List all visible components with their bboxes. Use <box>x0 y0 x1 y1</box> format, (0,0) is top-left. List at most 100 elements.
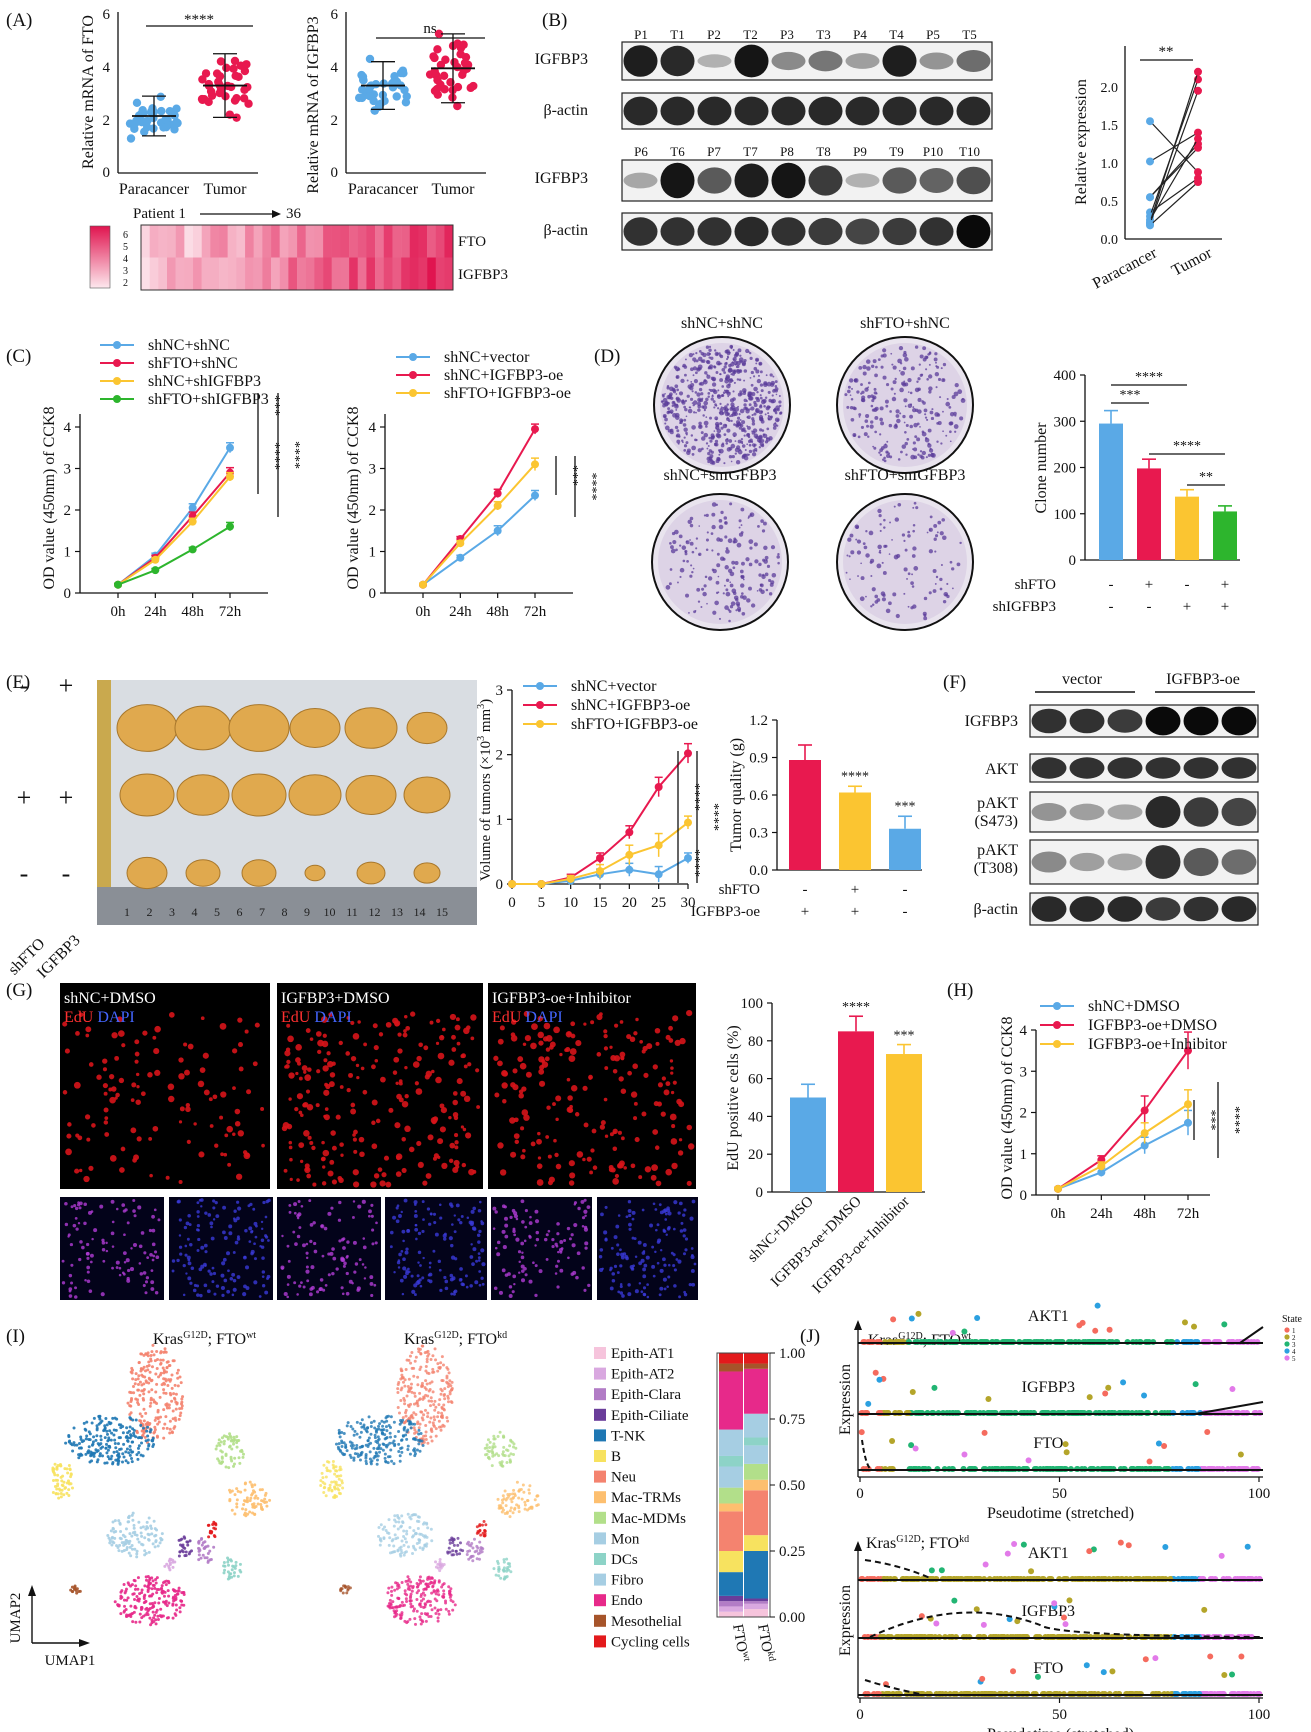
umap-cell <box>143 1536 147 1540</box>
sig-label: **** <box>287 441 302 469</box>
stained-nucleus <box>64 1222 69 1227</box>
umap-cell <box>156 1614 160 1618</box>
plate-inner <box>660 343 784 467</box>
edu-nucleus <box>193 1122 197 1126</box>
stained-nucleus <box>683 1290 687 1294</box>
legend-label: shNC+vector <box>571 678 657 695</box>
edu-nucleus <box>686 1010 693 1017</box>
colony <box>758 573 762 577</box>
stained-nucleus <box>662 1228 666 1232</box>
umap-cell <box>149 1428 153 1432</box>
colony <box>919 425 921 428</box>
umap-cell <box>401 1416 405 1420</box>
edu-nucleus <box>320 1016 328 1023</box>
series-line <box>422 494 536 586</box>
heatmap-cell <box>435 257 445 290</box>
edu-nucleus <box>566 1077 571 1082</box>
umap-cell <box>132 1434 136 1438</box>
stained-nucleus <box>296 1293 299 1296</box>
edu-nucleus <box>555 1095 562 1102</box>
umap-cell <box>77 1453 81 1457</box>
colony <box>711 376 717 382</box>
stained-nucleus <box>345 1256 349 1259</box>
sig-label: **** <box>1135 370 1163 385</box>
colony <box>710 397 714 401</box>
sign: - <box>903 882 908 898</box>
stained-nucleus <box>83 1221 87 1226</box>
colony <box>725 349 730 354</box>
fto-ytick: 6 <box>103 7 111 23</box>
colony <box>904 405 907 408</box>
edu-nucleus <box>412 1061 420 1068</box>
colony <box>739 569 744 574</box>
stained-nucleus <box>305 1242 309 1246</box>
edu-nucleus <box>358 1136 365 1143</box>
colony <box>734 363 737 366</box>
edu-nucleus <box>437 1052 445 1060</box>
colony <box>695 537 699 540</box>
umap-cell <box>167 1406 171 1410</box>
y-tick-label: 100 <box>1054 507 1077 523</box>
paired-ytick: 1.5 <box>1101 119 1119 134</box>
heatmap-cell <box>401 257 410 290</box>
umap-cell <box>144 1411 148 1415</box>
stained-nucleus <box>342 1246 346 1250</box>
colony <box>959 416 964 421</box>
stained-nucleus <box>327 1211 332 1216</box>
umap-cell <box>397 1450 401 1454</box>
edu-nucleus <box>654 1027 661 1034</box>
edu-nucleus <box>130 1127 137 1134</box>
umap-cell <box>92 1435 96 1439</box>
colony <box>870 558 875 563</box>
heatmap-cell <box>314 225 324 258</box>
edu-nucleus <box>654 1145 660 1150</box>
stained-nucleus <box>345 1291 350 1296</box>
umap-cell <box>175 1401 179 1405</box>
ruler-number: 3 <box>169 905 175 919</box>
colony <box>856 550 862 555</box>
sig-label: **** <box>267 442 282 470</box>
umap-cell <box>56 1473 60 1477</box>
colony <box>755 449 758 452</box>
heatmap-cell <box>323 257 332 290</box>
colony <box>720 556 725 561</box>
umap-cell <box>348 1453 352 1457</box>
heatmap-cell <box>288 257 298 290</box>
colony <box>892 365 897 370</box>
legend-marker <box>409 371 417 379</box>
edu-nucleus <box>295 1044 302 1051</box>
colony <box>668 582 672 586</box>
data-point <box>148 104 157 113</box>
f-row-label: β-actin <box>973 901 1018 918</box>
edu-nucleus <box>299 1159 304 1164</box>
colony <box>770 580 775 585</box>
stained-nucleus <box>472 1206 477 1211</box>
umap-cell <box>431 1354 435 1358</box>
paired-group-label: Paracancer <box>1090 244 1161 292</box>
umap-cell <box>248 1499 252 1503</box>
colony <box>948 405 952 409</box>
stained-nucleus <box>261 1284 266 1288</box>
edu-nucleus <box>687 1143 695 1150</box>
colony <box>741 575 745 579</box>
edu-nucleus <box>494 1092 500 1098</box>
colony <box>865 413 870 419</box>
stained-nucleus <box>523 1239 527 1243</box>
lane-label: T8 <box>816 144 830 159</box>
umap-cell <box>92 1416 96 1420</box>
colony <box>721 411 725 415</box>
colony <box>768 578 772 583</box>
edu-nucleus <box>380 1076 386 1083</box>
colony <box>845 571 848 574</box>
heatmap-cell <box>175 257 185 290</box>
legend-label: shFTO+IGFBP3-oe <box>444 385 571 402</box>
stained-nucleus <box>248 1226 253 1231</box>
colony <box>918 363 921 366</box>
colony <box>737 348 742 353</box>
edu-nucleus <box>448 1059 455 1066</box>
stained-nucleus <box>393 1271 396 1274</box>
umap-cell <box>138 1380 142 1384</box>
pair-point-tumor <box>1194 128 1202 137</box>
stained-nucleus <box>300 1281 303 1284</box>
stained-nucleus <box>323 1226 328 1231</box>
